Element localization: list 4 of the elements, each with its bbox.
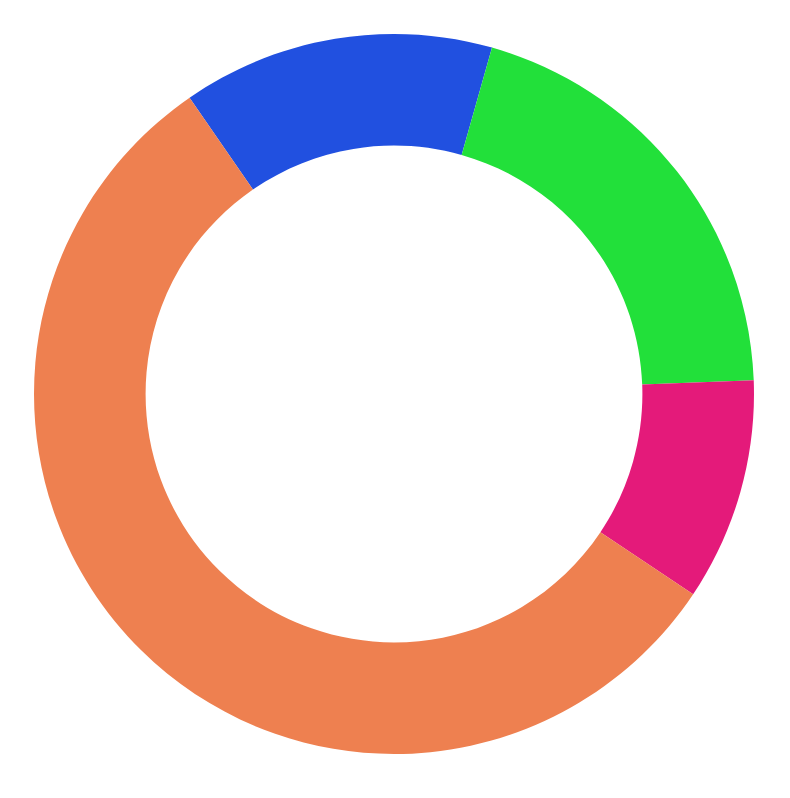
donut-slice (600, 380, 754, 595)
donut-slice (461, 47, 754, 385)
donut-slice (34, 97, 694, 754)
donut-slice (189, 34, 493, 190)
